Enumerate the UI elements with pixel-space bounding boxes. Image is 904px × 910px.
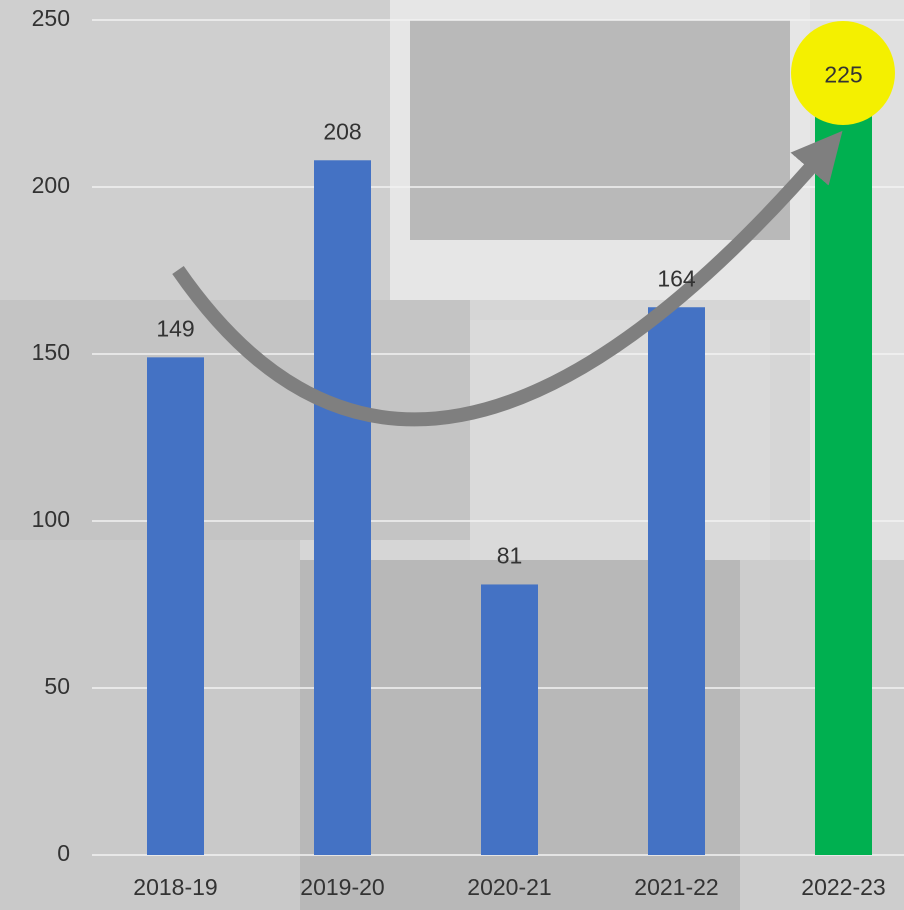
chart: 0 50 100 150 200 250 2018-19 149 2019-20 208 2020… [0,0,904,910]
y-tick-label: 200 [32,172,70,198]
y-tick-label: 0 [57,840,70,866]
data-label: 225 [824,62,862,88]
x-tick-label: 2019-20 [300,874,384,900]
background [0,0,904,910]
x-tick-label: 2018-19 [133,874,217,900]
data-label: 164 [657,265,696,291]
y-tick-label: 150 [32,339,70,365]
y-tick-label: 100 [32,506,70,532]
data-label: 208 [323,118,361,144]
bar [314,160,371,855]
x-tick-label: 2022-23 [801,874,885,900]
bar [481,584,538,855]
bar [648,307,705,855]
y-tick-label: 50 [44,673,70,699]
data-label: 81 [497,543,523,569]
y-tick-label: 250 [32,5,70,31]
bar [815,104,872,856]
data-label: 149 [156,315,194,341]
x-tick-label: 2021-22 [634,874,718,900]
x-tick-label: 2020-21 [467,874,551,900]
bar [147,357,204,855]
